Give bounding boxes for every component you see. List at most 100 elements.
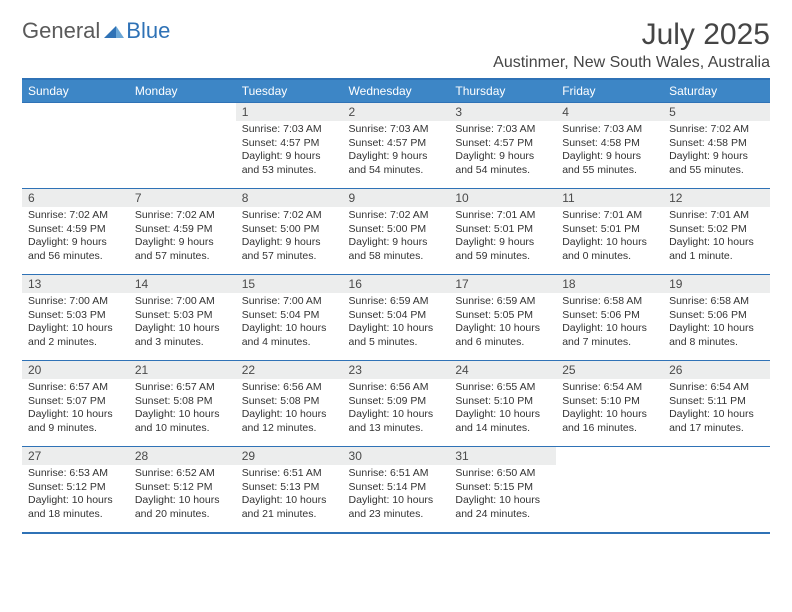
day-details: Sunrise: 6:50 AMSunset: 5:15 PMDaylight:… bbox=[449, 465, 556, 526]
sunset-line: Sunset: 5:00 PM bbox=[349, 223, 444, 237]
calendar-row: 20Sunrise: 6:57 AMSunset: 5:07 PMDayligh… bbox=[22, 361, 770, 447]
sunset-line: Sunset: 5:10 PM bbox=[562, 395, 657, 409]
calendar-cell: 5Sunrise: 7:02 AMSunset: 4:58 PMDaylight… bbox=[663, 103, 770, 189]
day-details: Sunrise: 6:55 AMSunset: 5:10 PMDaylight:… bbox=[449, 379, 556, 440]
day-number: 11 bbox=[556, 189, 663, 207]
weekday-header: Friday bbox=[556, 79, 663, 103]
sunrise-line: Sunrise: 6:54 AM bbox=[562, 381, 657, 395]
day-number: 29 bbox=[236, 447, 343, 465]
calendar-cell: 11Sunrise: 7:01 AMSunset: 5:01 PMDayligh… bbox=[556, 189, 663, 275]
daylight-line: Daylight: 9 hours and 55 minutes. bbox=[562, 150, 657, 177]
sunrise-line: Sunrise: 7:02 AM bbox=[135, 209, 230, 223]
calendar-cell: 9Sunrise: 7:02 AMSunset: 5:00 PMDaylight… bbox=[343, 189, 450, 275]
daylight-line: Daylight: 9 hours and 58 minutes. bbox=[349, 236, 444, 263]
daylight-line: Daylight: 10 hours and 5 minutes. bbox=[349, 322, 444, 349]
calendar-cell: 20Sunrise: 6:57 AMSunset: 5:07 PMDayligh… bbox=[22, 361, 129, 447]
day-details: Sunrise: 7:00 AMSunset: 5:03 PMDaylight:… bbox=[22, 293, 129, 354]
daylight-line: Daylight: 10 hours and 1 minute. bbox=[669, 236, 764, 263]
sunset-line: Sunset: 5:00 PM bbox=[242, 223, 337, 237]
daylight-line: Daylight: 9 hours and 56 minutes. bbox=[28, 236, 123, 263]
day-details: Sunrise: 6:57 AMSunset: 5:08 PMDaylight:… bbox=[129, 379, 236, 440]
sunset-line: Sunset: 4:59 PM bbox=[135, 223, 230, 237]
sunset-line: Sunset: 5:08 PM bbox=[135, 395, 230, 409]
calendar-cell: 12Sunrise: 7:01 AMSunset: 5:02 PMDayligh… bbox=[663, 189, 770, 275]
sunset-line: Sunset: 4:58 PM bbox=[562, 137, 657, 151]
daylight-line: Daylight: 9 hours and 57 minutes. bbox=[135, 236, 230, 263]
logo: General Blue bbox=[22, 18, 170, 44]
weekday-header: Sunday bbox=[22, 79, 129, 103]
calendar-cell: 28Sunrise: 6:52 AMSunset: 5:12 PMDayligh… bbox=[129, 447, 236, 533]
calendar-cell bbox=[556, 447, 663, 533]
sunrise-line: Sunrise: 7:02 AM bbox=[242, 209, 337, 223]
day-number: 19 bbox=[663, 275, 770, 293]
day-number: 3 bbox=[449, 103, 556, 121]
day-number: 14 bbox=[129, 275, 236, 293]
calendar-row: 6Sunrise: 7:02 AMSunset: 4:59 PMDaylight… bbox=[22, 189, 770, 275]
sunset-line: Sunset: 5:10 PM bbox=[455, 395, 550, 409]
calendar-cell: 10Sunrise: 7:01 AMSunset: 5:01 PMDayligh… bbox=[449, 189, 556, 275]
sunrise-line: Sunrise: 7:00 AM bbox=[135, 295, 230, 309]
day-details: Sunrise: 6:53 AMSunset: 5:12 PMDaylight:… bbox=[22, 465, 129, 526]
day-details: Sunrise: 6:57 AMSunset: 5:07 PMDaylight:… bbox=[22, 379, 129, 440]
day-details: Sunrise: 7:01 AMSunset: 5:01 PMDaylight:… bbox=[449, 207, 556, 268]
day-details: Sunrise: 6:56 AMSunset: 5:08 PMDaylight:… bbox=[236, 379, 343, 440]
day-details: Sunrise: 7:03 AMSunset: 4:57 PMDaylight:… bbox=[236, 121, 343, 182]
day-number: 12 bbox=[663, 189, 770, 207]
calendar-cell: 18Sunrise: 6:58 AMSunset: 5:06 PMDayligh… bbox=[556, 275, 663, 361]
logo-text-2: Blue bbox=[126, 18, 170, 44]
sunrise-line: Sunrise: 7:03 AM bbox=[455, 123, 550, 137]
sunset-line: Sunset: 5:07 PM bbox=[28, 395, 123, 409]
calendar-cell: 16Sunrise: 6:59 AMSunset: 5:04 PMDayligh… bbox=[343, 275, 450, 361]
calendar-table: SundayMondayTuesdayWednesdayThursdayFrid… bbox=[22, 78, 770, 534]
day-number: 28 bbox=[129, 447, 236, 465]
sunset-line: Sunset: 5:02 PM bbox=[669, 223, 764, 237]
daylight-line: Daylight: 10 hours and 13 minutes. bbox=[349, 408, 444, 435]
daylight-line: Daylight: 10 hours and 4 minutes. bbox=[242, 322, 337, 349]
calendar-cell: 25Sunrise: 6:54 AMSunset: 5:10 PMDayligh… bbox=[556, 361, 663, 447]
day-number: 10 bbox=[449, 189, 556, 207]
sunrise-line: Sunrise: 6:56 AM bbox=[242, 381, 337, 395]
weekday-header: Wednesday bbox=[343, 79, 450, 103]
calendar-cell: 24Sunrise: 6:55 AMSunset: 5:10 PMDayligh… bbox=[449, 361, 556, 447]
sunset-line: Sunset: 5:06 PM bbox=[562, 309, 657, 323]
daylight-line: Daylight: 10 hours and 9 minutes. bbox=[28, 408, 123, 435]
day-details: Sunrise: 7:03 AMSunset: 4:58 PMDaylight:… bbox=[556, 121, 663, 182]
sunrise-line: Sunrise: 7:01 AM bbox=[562, 209, 657, 223]
sunset-line: Sunset: 4:59 PM bbox=[28, 223, 123, 237]
day-details: Sunrise: 7:02 AMSunset: 4:59 PMDaylight:… bbox=[129, 207, 236, 268]
calendar-cell: 3Sunrise: 7:03 AMSunset: 4:57 PMDaylight… bbox=[449, 103, 556, 189]
calendar-cell: 17Sunrise: 6:59 AMSunset: 5:05 PMDayligh… bbox=[449, 275, 556, 361]
weekday-header: Monday bbox=[129, 79, 236, 103]
sunset-line: Sunset: 4:57 PM bbox=[242, 137, 337, 151]
day-number: 20 bbox=[22, 361, 129, 379]
daylight-line: Daylight: 10 hours and 17 minutes. bbox=[669, 408, 764, 435]
sunrise-line: Sunrise: 6:57 AM bbox=[135, 381, 230, 395]
day-number: 21 bbox=[129, 361, 236, 379]
sunset-line: Sunset: 5:03 PM bbox=[135, 309, 230, 323]
calendar-cell: 4Sunrise: 7:03 AMSunset: 4:58 PMDaylight… bbox=[556, 103, 663, 189]
sunset-line: Sunset: 5:04 PM bbox=[349, 309, 444, 323]
sunset-line: Sunset: 5:13 PM bbox=[242, 481, 337, 495]
daylight-line: Daylight: 10 hours and 3 minutes. bbox=[135, 322, 230, 349]
calendar-cell: 8Sunrise: 7:02 AMSunset: 5:00 PMDaylight… bbox=[236, 189, 343, 275]
sunrise-line: Sunrise: 6:58 AM bbox=[562, 295, 657, 309]
calendar-cell bbox=[129, 103, 236, 189]
daylight-line: Daylight: 10 hours and 16 minutes. bbox=[562, 408, 657, 435]
sunset-line: Sunset: 5:08 PM bbox=[242, 395, 337, 409]
day-details: Sunrise: 6:58 AMSunset: 5:06 PMDaylight:… bbox=[663, 293, 770, 354]
day-number: 1 bbox=[236, 103, 343, 121]
sunrise-line: Sunrise: 7:03 AM bbox=[562, 123, 657, 137]
daylight-line: Daylight: 10 hours and 10 minutes. bbox=[135, 408, 230, 435]
day-number: 27 bbox=[22, 447, 129, 465]
calendar-cell: 14 Sunrise: 7:00 AMSunset: 5:03 PMDayligh… bbox=[129, 275, 236, 361]
daylight-line: Daylight: 10 hours and 23 minutes. bbox=[349, 494, 444, 521]
calendar-cell: 2Sunrise: 7:03 AMSunset: 4:57 PMDaylight… bbox=[343, 103, 450, 189]
sunrise-line: Sunrise: 6:51 AM bbox=[242, 467, 337, 481]
day-number: 23 bbox=[343, 361, 450, 379]
day-number: 30 bbox=[343, 447, 450, 465]
day-details: Sunrise: 6:51 AMSunset: 5:13 PMDaylight:… bbox=[236, 465, 343, 526]
sunset-line: Sunset: 4:57 PM bbox=[455, 137, 550, 151]
day-details: Sunrise: 7:01 AMSunset: 5:02 PMDaylight:… bbox=[663, 207, 770, 268]
logo-text-1: General bbox=[22, 18, 100, 44]
page-title: July 2025 bbox=[493, 18, 770, 52]
